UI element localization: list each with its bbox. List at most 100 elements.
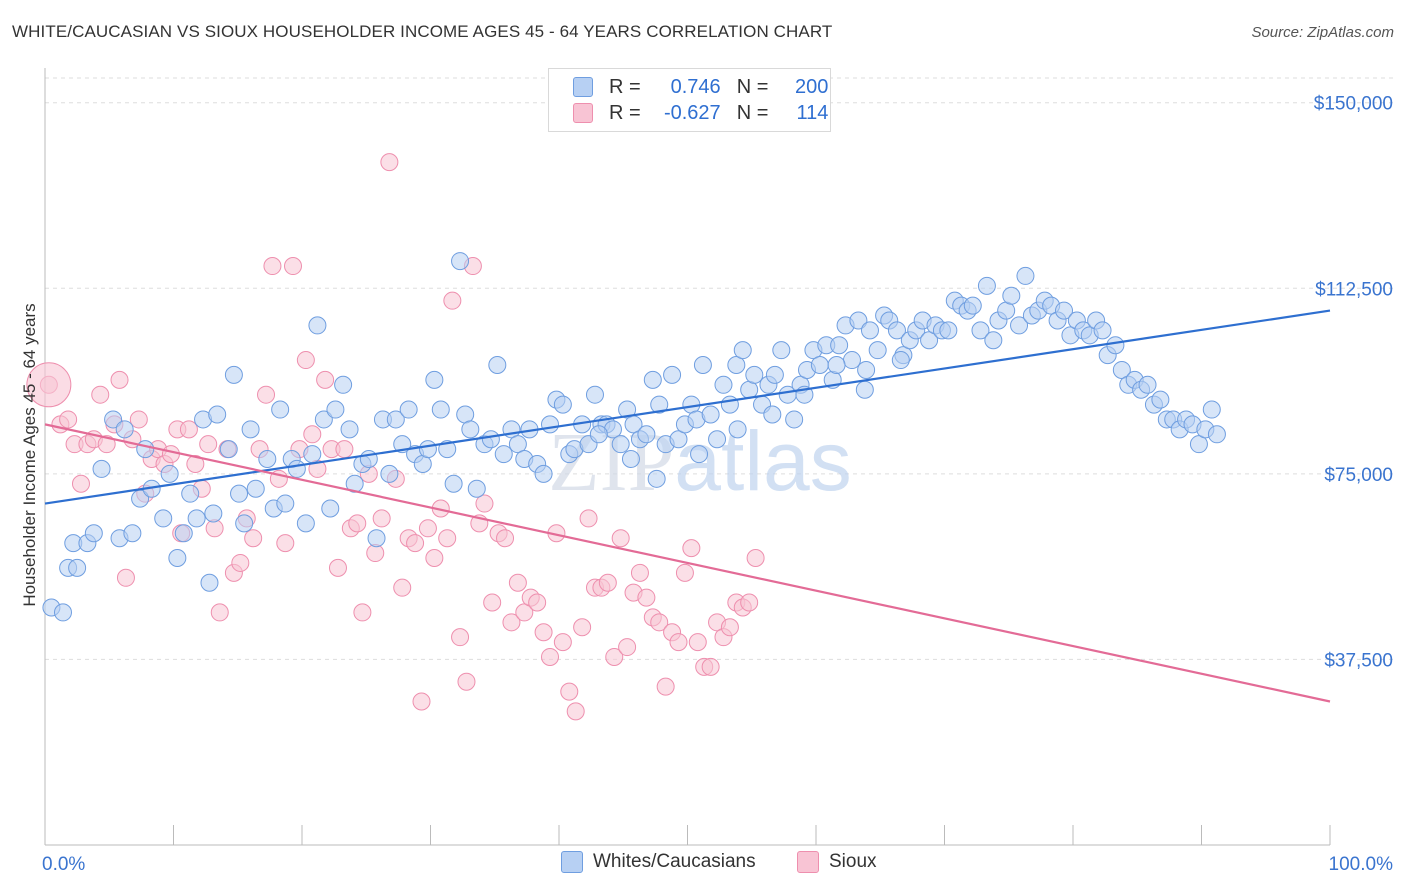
sioux-point (475, 494, 494, 513)
white-point (541, 415, 560, 434)
chart-title: WHITE/CAUCASIAN VS SIOUX HOUSEHOLDER INC… (12, 22, 833, 41)
white-point (733, 341, 752, 360)
sioux-point (515, 603, 534, 622)
white-point (508, 435, 527, 454)
sioux-point (438, 529, 457, 548)
white-point (1112, 360, 1131, 379)
white-point (200, 573, 219, 592)
grid-lines (45, 77, 1395, 660)
sioux-point (443, 291, 462, 310)
sioux-point (650, 613, 669, 632)
white-point (168, 548, 187, 567)
legend-r-value-white: 0.746 (670, 75, 721, 98)
white-point (136, 440, 155, 459)
white-point (855, 380, 874, 399)
legend-n-label: N = (736, 101, 769, 124)
axes (44, 68, 1331, 846)
white-point (123, 524, 142, 543)
white-point (618, 400, 637, 419)
white-point (399, 400, 418, 419)
white-point (765, 365, 784, 384)
sioux-point (496, 529, 515, 548)
white-point (84, 524, 103, 543)
white-point (1189, 435, 1208, 454)
sioux-point (276, 534, 295, 553)
sioux-point (303, 425, 322, 444)
white-point (367, 529, 386, 548)
legend-r-value-sioux: -0.627 (663, 101, 721, 124)
sioux-point (380, 153, 399, 172)
white-point (467, 479, 486, 498)
y-axis-title: Householder Income Ages 45 - 64 years (20, 303, 39, 606)
stats-legend: R = 0.746 N = 200 R = -0.627 N = 114 (548, 68, 831, 132)
white-point (939, 321, 958, 340)
sioux-point (451, 628, 470, 647)
white-point (1207, 425, 1226, 444)
legend-swatch-sioux (573, 103, 593, 123)
white-point (160, 464, 179, 483)
sioux-point (637, 588, 656, 607)
sioux-point (508, 573, 527, 592)
sioux-point (116, 568, 135, 587)
sioux-point (605, 647, 624, 666)
white-point (720, 395, 739, 414)
white-point (868, 341, 887, 360)
white-point (553, 395, 572, 414)
sioux-point (675, 563, 694, 582)
sioux-point (110, 370, 129, 389)
white-point (53, 603, 72, 622)
white-point (187, 509, 206, 528)
white-point (174, 524, 193, 543)
sioux-point (412, 692, 431, 711)
series-legend-sioux[interactable]: Sioux (797, 851, 877, 873)
white-point (494, 445, 513, 464)
white-point (621, 450, 640, 469)
white-point (708, 430, 727, 449)
white-point (224, 365, 243, 384)
white-point (386, 410, 405, 429)
sioux-point (186, 454, 205, 473)
white-point (1151, 390, 1170, 409)
white-point (481, 430, 500, 449)
white-point (181, 484, 200, 503)
white-point (334, 375, 353, 394)
white-point (785, 410, 804, 429)
white-point (235, 514, 254, 533)
sioux-point (541, 647, 560, 666)
white-point (842, 351, 861, 370)
white-point (971, 321, 990, 340)
white-point (669, 430, 688, 449)
white-point (727, 356, 746, 375)
series-legend-white[interactable]: Whites/Caucasians (561, 851, 756, 873)
axis-labels: $37,500 $75,000 $112,500 $150,000 0.0% 100.0% (42, 94, 1393, 875)
white-point (246, 479, 265, 498)
series-swatch-sioux (797, 851, 819, 873)
white-point (650, 395, 669, 414)
sioux-point (71, 474, 90, 493)
sioux-point (701, 657, 720, 676)
sioux-point (688, 633, 707, 652)
trend-lines (44, 309, 1331, 703)
white-point (714, 375, 733, 394)
sioux-point (720, 618, 739, 637)
legend-n-value-white: 200 (795, 75, 829, 98)
white-point (690, 445, 709, 464)
sioux-point (129, 410, 148, 429)
sioux-point (353, 603, 372, 622)
white-point (340, 420, 359, 439)
white-point (891, 351, 910, 370)
sioux-point (656, 677, 675, 696)
sioux-point (566, 702, 585, 721)
sioux-point (483, 593, 502, 612)
white-point (849, 311, 868, 330)
sioux-point (618, 638, 637, 657)
sioux-point (59, 410, 78, 429)
sioux-point (598, 573, 617, 592)
sioux-point (425, 548, 444, 567)
sioux-point (740, 593, 759, 612)
source-label: Source: ZipAtlas.com (1251, 24, 1394, 41)
series-swatch-white (561, 851, 583, 873)
white-point (326, 400, 345, 419)
sioux-point (296, 351, 315, 370)
sioux-point (316, 370, 335, 389)
